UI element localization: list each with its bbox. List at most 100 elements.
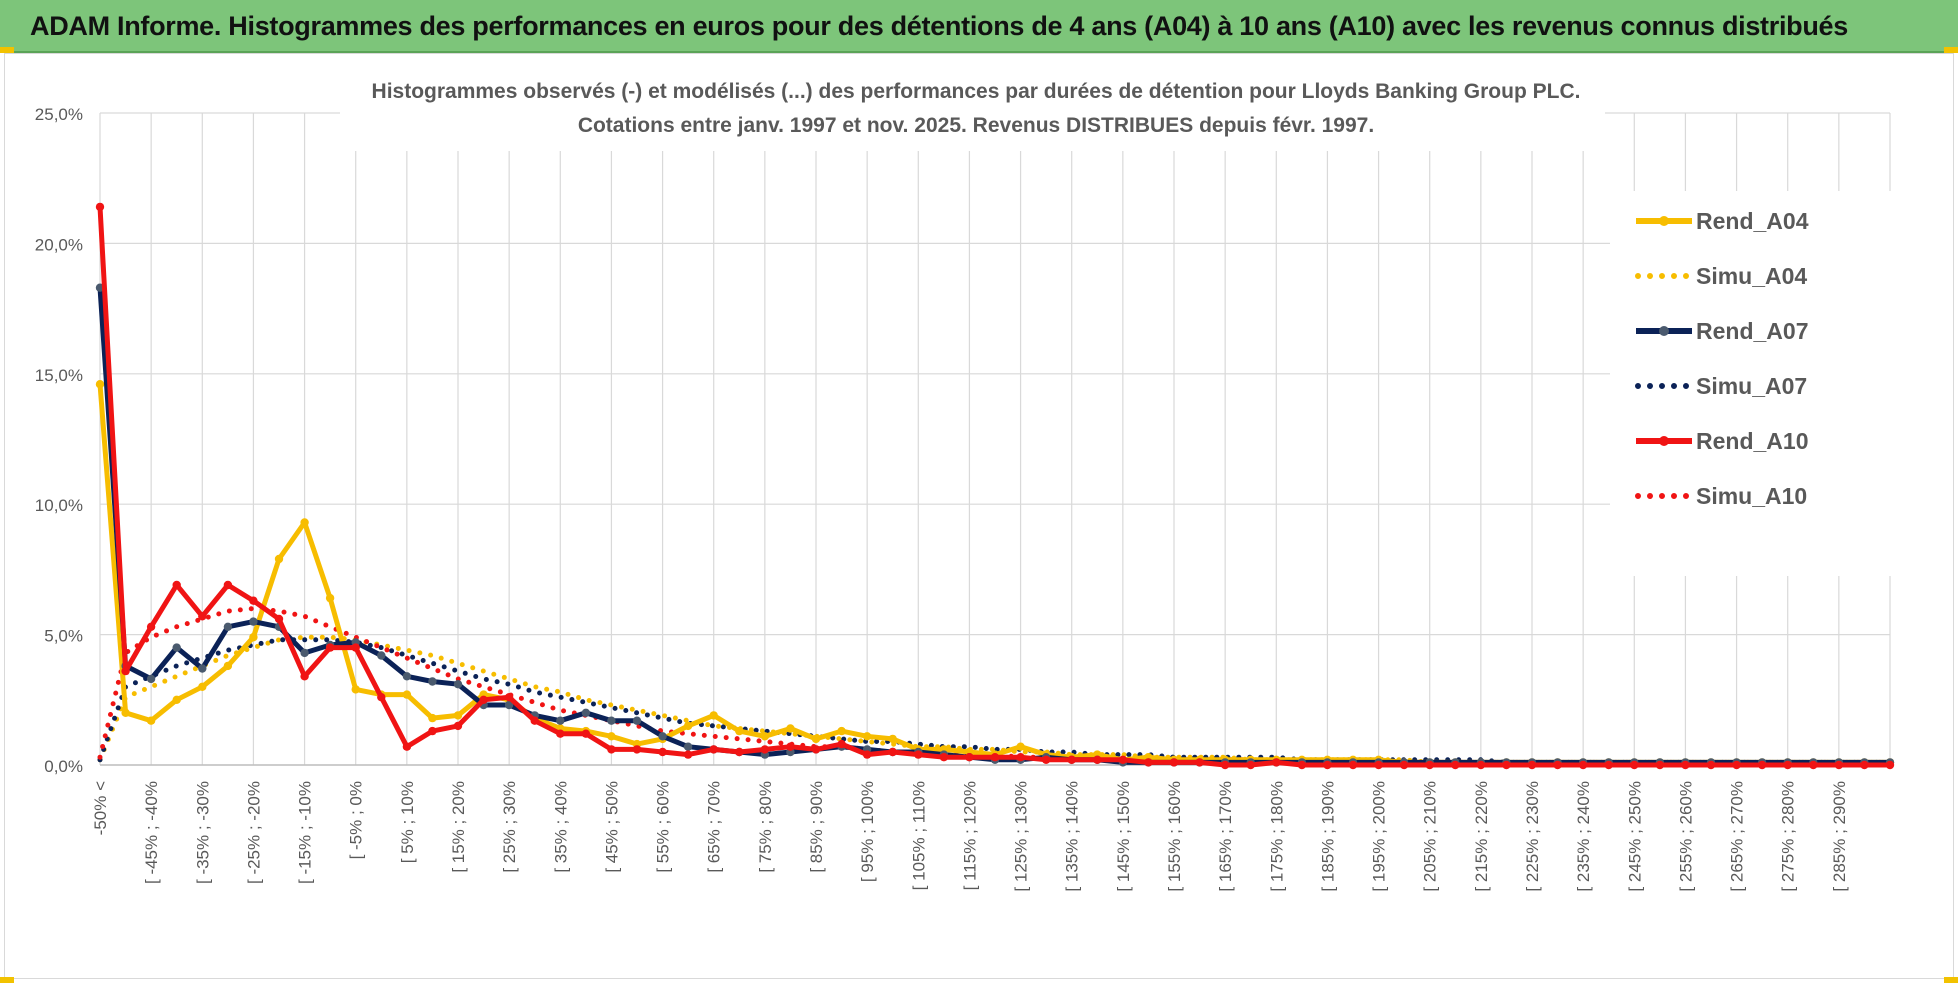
- data-point-rend-a10: [428, 726, 437, 736]
- data-point-rend-a04: [249, 633, 258, 642]
- corner-mark: [1944, 47, 1958, 53]
- data-point-rend-a10: [1604, 760, 1613, 770]
- data-point-rend-a10: [351, 643, 360, 652]
- data-point-rend-a07: [300, 648, 309, 658]
- legend-background: [1610, 191, 1895, 576]
- data-point-rend-a10: [1118, 755, 1128, 764]
- x-tick-label: [ 55% ; 60%: [654, 781, 673, 873]
- data-point-rend-a10: [1399, 760, 1409, 770]
- data-point-rend-a10: [1885, 760, 1895, 770]
- data-point-rend-a10: [1527, 760, 1537, 770]
- chart-title-background: [340, 75, 1605, 151]
- x-tick-label: [ 25% ; 30%: [500, 781, 519, 873]
- data-point-rend-a10: [300, 672, 309, 681]
- data-point-rend-a10: [1272, 758, 1281, 767]
- legend-marker-rend-a04: [1659, 216, 1669, 226]
- data-point-rend-a10: [1860, 760, 1869, 770]
- report-title: ADAM Informe. Histogrammes des performan…: [30, 11, 1848, 41]
- corner-mark: [0, 977, 14, 983]
- data-point-rend-a10: [1476, 760, 1486, 770]
- x-tick-label: [ -25% ; -20%: [244, 781, 263, 884]
- legend-label-simu-a07: Simu_A07: [1696, 373, 1807, 399]
- data-point-rend-a10: [607, 745, 616, 754]
- data-point-rend-a10: [223, 580, 233, 590]
- data-point-rend-a04: [837, 726, 846, 736]
- chart-title-line-1: Histogrammes observés (-) et modélisés (…: [372, 80, 1581, 103]
- data-point-rend-a07: [223, 622, 233, 631]
- legend-marker-rend-a07: [1659, 326, 1669, 336]
- data-point-rend-a04: [607, 732, 616, 741]
- data-point-rend-a04: [760, 732, 770, 741]
- data-point-rend-a04: [274, 554, 284, 564]
- y-tick-label: 10,0%: [35, 496, 83, 515]
- legend-label-simu-a10: Simu_A10: [1696, 483, 1807, 509]
- chart-title-block: Histogrammes observés (-) et modélisés (…: [340, 75, 1605, 151]
- legend-label-simu-a04: Simu_A04: [1696, 263, 1807, 289]
- legend-label-rend-a10: Rend_A10: [1696, 428, 1808, 454]
- data-point-rend-a04: [1016, 742, 1025, 751]
- data-point-rend-a10: [786, 742, 795, 751]
- data-point-rend-a10: [1374, 760, 1383, 770]
- data-point-rend-a10: [888, 747, 897, 757]
- y-tick-label: 15,0%: [35, 366, 83, 385]
- x-tick-label: [ 155% ; 160%: [1165, 781, 1184, 892]
- x-tick-label: [ 255% ; 260%: [1676, 781, 1695, 892]
- x-tick-label: [ 195% ; 200%: [1370, 781, 1389, 892]
- data-point-rend-a10: [1783, 760, 1792, 770]
- data-point-rend-a10: [581, 729, 591, 738]
- x-tick-label: [ 265% ; 270%: [1728, 781, 1747, 892]
- data-point-rend-a07: [683, 742, 693, 751]
- data-point-rend-a10: [1834, 760, 1844, 770]
- data-point-rend-a07: [198, 664, 207, 673]
- data-point-rend-a10: [837, 739, 846, 749]
- data-point-rend-a04: [172, 695, 181, 704]
- data-point-rend-a07: [504, 700, 514, 710]
- series-layer: [95, 202, 1895, 770]
- data-point-rend-a10: [1630, 760, 1639, 770]
- x-tick-label: [ 45% ; 50%: [602, 781, 621, 873]
- data-point-rend-a10: [965, 753, 974, 762]
- data-point-rend-a10: [1220, 760, 1230, 770]
- x-tick-label: [ 145% ; 150%: [1114, 781, 1133, 892]
- x-tick-label: [ 75% ; 80%: [756, 781, 775, 873]
- data-point-rend-a10: [1809, 760, 1818, 770]
- x-tick-label: [ 215% ; 220%: [1472, 781, 1491, 892]
- series-line-simu-a04: [97, 634, 1893, 765]
- data-point-rend-a07: [428, 677, 437, 686]
- chart-frame: [4, 53, 1954, 979]
- report-header: ADAM Informe. Histogrammes des performan…: [0, 0, 1958, 53]
- data-point-rend-a04: [300, 518, 309, 527]
- data-point-rend-a04: [862, 732, 872, 741]
- data-point-rend-a07: [581, 708, 591, 717]
- legend-label-rend-a04: Rend_A04: [1696, 208, 1809, 234]
- x-tick-label: [ 15% ; 20%: [449, 781, 468, 873]
- data-point-rend-a10: [274, 614, 284, 624]
- histogram-line-chart: 0,0% 5,0% 10,0% 15,0% 20,0% 25,0% -50% < [ -45…: [35, 75, 1895, 892]
- x-tick-label: [ 185% ; 190%: [1318, 781, 1337, 892]
- data-point-rend-a10: [1706, 760, 1716, 770]
- data-point-rend-a10: [1144, 758, 1153, 767]
- x-tick-label: [ -45% ; -40%: [142, 781, 161, 884]
- data-point-rend-a10: [914, 750, 923, 759]
- data-point-rend-a10: [1297, 760, 1307, 770]
- data-point-rend-a10: [453, 721, 463, 731]
- data-point-rend-a10: [1451, 760, 1460, 770]
- data-point-rend-a10: [990, 753, 1000, 762]
- x-tick-label: [ 235% ; 240%: [1574, 781, 1593, 892]
- data-point-rend-a07: [146, 674, 156, 684]
- data-point-rend-a10: [377, 693, 386, 702]
- data-point-rend-a04: [121, 708, 130, 717]
- x-tick-label: [ 135% ; 140%: [1063, 781, 1082, 892]
- y-tick-label: 5,0%: [44, 627, 83, 646]
- data-point-rend-a07: [402, 672, 412, 681]
- data-point-rend-a10: [95, 202, 105, 212]
- x-tick-label: [ 165% ; 170%: [1216, 781, 1235, 892]
- data-point-rend-a10: [709, 745, 718, 754]
- data-point-rend-a10: [1348, 760, 1358, 770]
- x-tick-label: [ 5% ; 10%: [398, 781, 417, 863]
- data-point-rend-a04: [683, 721, 693, 731]
- x-tick-label: [ 35% ; 40%: [551, 781, 570, 873]
- x-tick-label: [ 125% ; 130%: [1012, 781, 1031, 892]
- y-axis: 0,0% 5,0% 10,0% 15,0% 20,0% 25,0%: [35, 105, 83, 776]
- x-tick-label: [ 105% ; 110%: [909, 781, 928, 890]
